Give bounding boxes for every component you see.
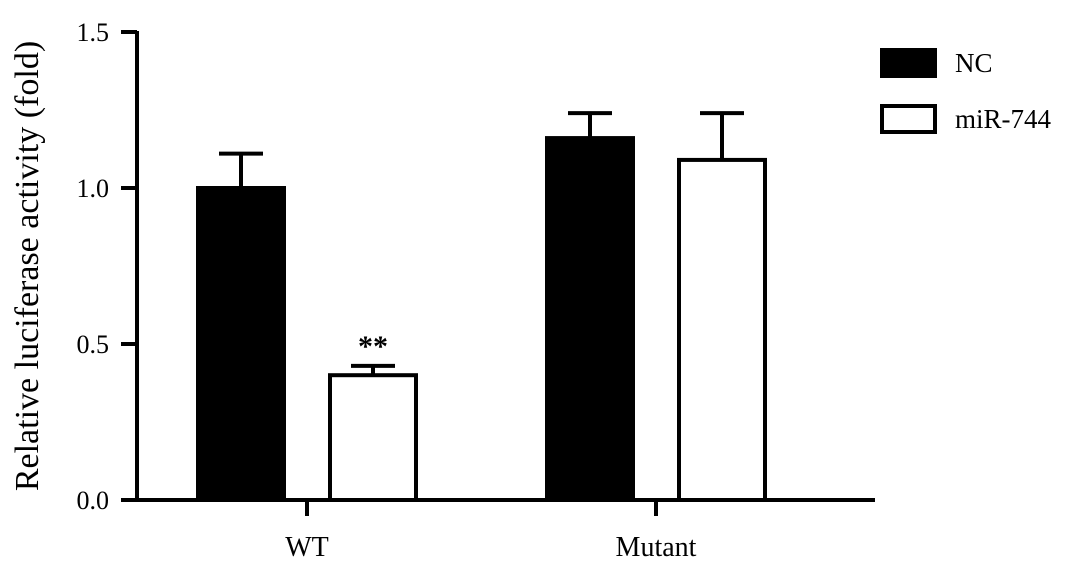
legend-swatch (880, 48, 937, 78)
legend-swatch (880, 104, 937, 134)
x-tick-label: Mutant (616, 532, 697, 563)
bar (677, 157, 767, 502)
legend-label: miR-744 (955, 104, 1052, 134)
legend: NC miR-744 (880, 48, 1052, 134)
x-tick-label: WT (285, 532, 329, 563)
x-axis: WT Mutant (135, 498, 875, 563)
legend-label: NC (955, 48, 993, 78)
bars: ** (196, 111, 767, 503)
bar (196, 186, 286, 502)
y-tick-label: 1.0 (77, 174, 110, 203)
y-tick-label: 1.5 (77, 18, 110, 47)
bar (328, 373, 418, 503)
y-tick-label: 0.0 (77, 486, 110, 515)
significance-label: ** (358, 330, 388, 363)
bar (545, 136, 635, 503)
y-axis-label: Relative luciferase activity (fold) (9, 41, 46, 491)
y-axis: 0.0 0.5 1.0 1.5 (77, 18, 139, 515)
y-tick-label: 0.5 (77, 330, 110, 359)
